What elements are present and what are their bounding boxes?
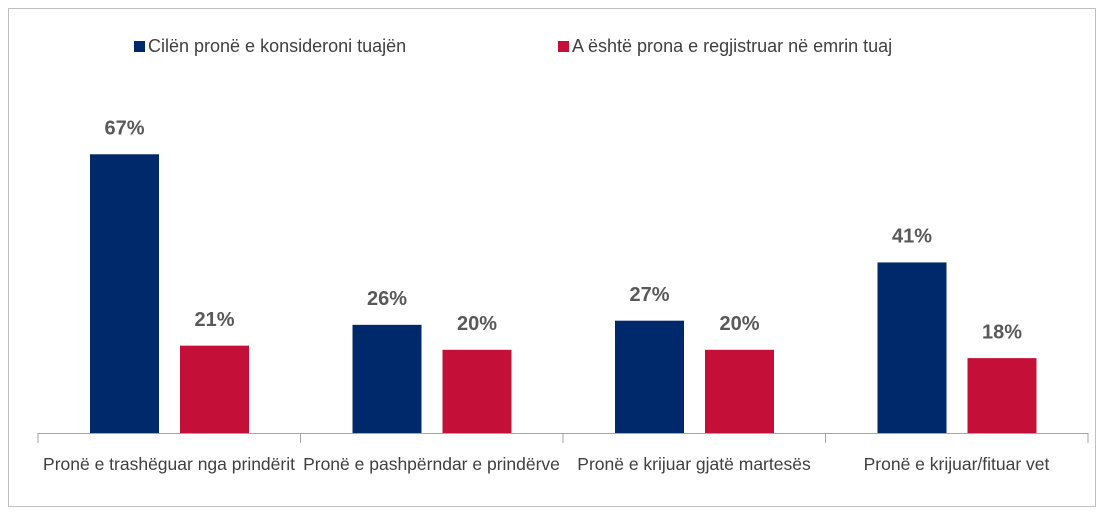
legend-swatch [134,41,145,52]
value-label: 20% [457,313,497,335]
legend-swatch [558,41,569,52]
bar [352,324,422,433]
bar [705,349,774,433]
legend-label: Cilën pronë e konsideroni tuajën [148,36,406,56]
value-label: 26% [367,288,407,310]
value-label: 67% [104,118,144,140]
x-tick-label: Pronë e trashëguar nga prindërit [43,454,295,474]
bar [442,349,512,433]
x-tick-label: Pronë e pashpërndar e prindërve [303,454,560,474]
value-label: 41% [892,226,932,248]
bar [967,358,1037,433]
chart-frame [8,8,1096,507]
value-label: 18% [982,321,1022,343]
bar [180,345,249,433]
legend-label: A është prona e regjistruar në emrin tua… [572,36,892,56]
value-label: 20% [719,313,759,335]
bar [90,154,159,433]
value-label: 27% [629,284,669,306]
bar [615,320,684,433]
x-tick-label: Pronë e krijuar/fituar vet [863,454,1050,474]
value-label: 21% [194,309,234,331]
x-tick-label: Pronë e krijuar gjatë martesës [577,454,811,474]
bar [877,262,947,433]
